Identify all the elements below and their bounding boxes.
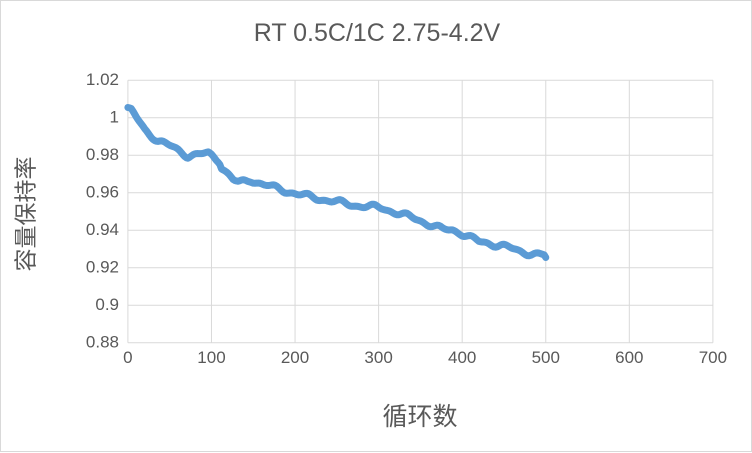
svg-text:300: 300 xyxy=(364,348,392,367)
svg-text:100: 100 xyxy=(197,348,225,367)
svg-text:400: 400 xyxy=(448,348,476,367)
svg-text:0.88: 0.88 xyxy=(86,333,119,352)
svg-text:0.92: 0.92 xyxy=(86,258,119,277)
svg-text:0.96: 0.96 xyxy=(86,183,119,202)
svg-text:1.02: 1.02 xyxy=(86,70,119,89)
svg-text:200: 200 xyxy=(281,348,309,367)
svg-text:0: 0 xyxy=(123,348,132,367)
svg-text:500: 500 xyxy=(532,348,560,367)
svg-text:0.98: 0.98 xyxy=(86,145,119,164)
svg-text:0.9: 0.9 xyxy=(95,295,119,314)
svg-text:1: 1 xyxy=(110,108,119,127)
svg-text:600: 600 xyxy=(615,348,643,367)
svg-text:0.94: 0.94 xyxy=(86,220,119,239)
svg-text:700: 700 xyxy=(699,348,727,367)
